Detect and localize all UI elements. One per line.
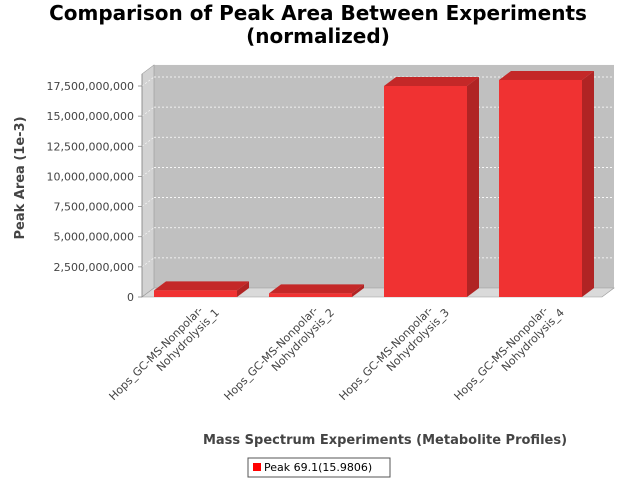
- gridline-wall: [141, 227, 155, 237]
- legend-label: Peak 69.1(15.9806): [264, 461, 372, 474]
- bars-group: [154, 70, 594, 297]
- bar-top: [499, 70, 594, 80]
- bar-side: [237, 281, 249, 297]
- y-axis-label: Peak Area (1e-3): [13, 116, 28, 239]
- x-tick-label-line: Hops_GC-MS-Nonpolar-: [452, 304, 551, 403]
- gridline-wall: [141, 197, 155, 207]
- y-tick-label: 0: [127, 291, 134, 304]
- bar: [499, 70, 594, 297]
- chart-title-line-2: (normalized): [246, 24, 390, 48]
- y-axis: 0 2,500,000,000 5,000,000,000 7,500,000,000…: [47, 73, 143, 304]
- bar-side: [582, 70, 594, 297]
- bar-front: [384, 86, 467, 297]
- x-tick-label-line: Hops_GC-MS-Nonpolar-: [222, 304, 321, 403]
- chart-title-line-1: Comparison of Peak Area Between Experime…: [49, 1, 587, 25]
- bar: [269, 284, 364, 297]
- legend-swatch: [253, 463, 261, 471]
- x-tick-label: Hops_GC-MS-Nonpolar-Nohydrolysis_2: [222, 297, 337, 412]
- bar-front: [154, 290, 237, 297]
- bar-top: [384, 77, 479, 86]
- bar-side: [467, 77, 479, 297]
- y-tick-label: 5,000,000,000: [54, 231, 134, 244]
- gridline-wall: [141, 167, 155, 177]
- y-tick-label: 17,500,000,000: [47, 80, 134, 93]
- x-tick-label-line: Hops_GC-MS-Nonpolar-: [337, 304, 436, 403]
- bar-side: [352, 284, 364, 297]
- bar-top: [269, 284, 364, 294]
- bar: [384, 77, 479, 297]
- y-tick-label: 12,500,000,000: [47, 140, 134, 153]
- y-tick-label: 10,000,000,000: [47, 170, 134, 183]
- x-tick-label: Hops_GC-MS-Nonpolar-Nohydrolysis_1: [107, 297, 222, 412]
- x-tick-label: Hops_GC-MS-Nonpolar-Nohydrolysis_3: [337, 297, 452, 412]
- y-tick-label: 2,500,000,000: [54, 261, 134, 274]
- x-tick-label-line: Hops_GC-MS-Nonpolar-: [107, 304, 206, 403]
- plot-left-wall: [141, 64, 155, 298]
- bar-front: [269, 293, 352, 297]
- gridline-wall: [141, 106, 155, 117]
- legend-box: [247, 457, 391, 478]
- x-axis-label: Mass Spectrum Experiments (Metabolite Pr…: [203, 433, 567, 448]
- gridline-wall: [141, 137, 155, 147]
- gridline-wall: [141, 257, 155, 268]
- x-tick-label: Hops_GC-MS-Nonpolar-Nohydrolysis_4: [452, 297, 567, 412]
- y-tick-label: 15,000,000,000: [47, 110, 134, 123]
- legend: Peak 69.1(15.9806): [247, 457, 391, 478]
- bar: [154, 281, 249, 297]
- y-tick-label: 7,500,000,000: [54, 201, 134, 214]
- x-axis: Hops_GC-MS-Nonpolar-Nohydrolysis_1 Hops_G…: [107, 297, 567, 412]
- bar-front: [499, 79, 582, 297]
- bar-top: [154, 281, 249, 291]
- gridline-wall: [141, 76, 155, 87]
